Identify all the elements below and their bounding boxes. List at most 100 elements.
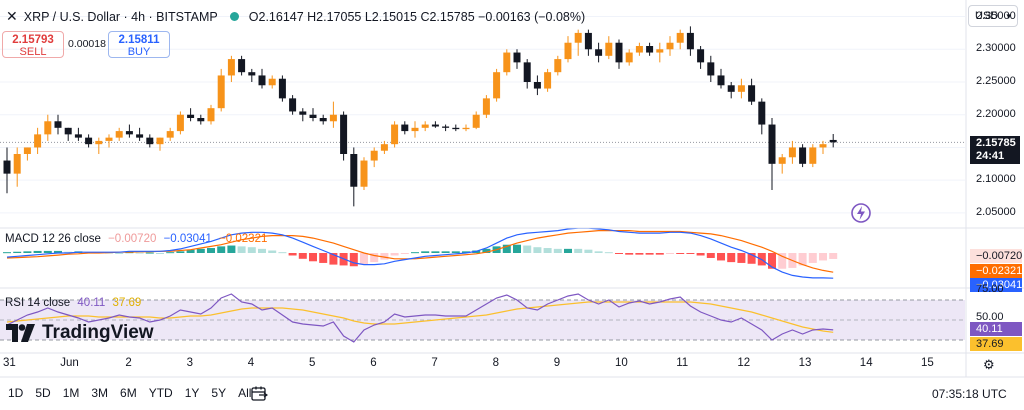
candle-body xyxy=(207,108,215,122)
time-tick-label: 7 xyxy=(431,357,438,369)
candle-body xyxy=(54,121,62,128)
gear-icon[interactable]: ⚙ xyxy=(983,357,995,372)
calendar-range-icon[interactable] xyxy=(250,385,269,408)
candle-body xyxy=(197,118,205,122)
macd-histogram-bar xyxy=(798,253,807,266)
price-tick-label: 2.30000 xyxy=(976,42,1016,55)
candle-body xyxy=(34,134,42,148)
grid-lines xyxy=(0,16,965,214)
macd-signal-tag: −0.02321 xyxy=(970,264,1022,278)
timeframe-button-5y[interactable]: 5Y xyxy=(211,386,227,400)
macd-histogram-bar xyxy=(737,253,746,263)
symbol-title[interactable]: XRP / U.S. Dollar · 4h · BITSTAMP xyxy=(23,9,218,24)
price-tick-label: 2.10000 xyxy=(976,173,1016,186)
macd-histogram-bar xyxy=(533,247,542,253)
macd-histogram-bar xyxy=(543,248,552,253)
utc-clock[interactable]: 07:35:18 UTC xyxy=(932,387,1007,401)
lightning-icon[interactable] xyxy=(850,202,872,229)
macd-hist-value: −0.00720 xyxy=(108,233,157,245)
macd-line-tag: −0.03041 xyxy=(970,278,1022,292)
candle-body xyxy=(625,52,633,63)
macd-histogram-bar xyxy=(64,251,73,253)
symbol-legend[interactable]: ✕ XRP / U.S. Dollar · 4h · BITSTAMP O2.1… xyxy=(6,8,585,25)
buy-label: BUY xyxy=(127,46,151,58)
macd-histogram-bar xyxy=(319,253,328,263)
time-tick-label: Jun xyxy=(60,357,79,369)
candle-body xyxy=(340,114,348,154)
candle-body xyxy=(166,131,174,138)
timeframe-button-6m[interactable]: 6M xyxy=(120,386,137,400)
macd-histogram-bar xyxy=(237,246,246,253)
candle-body xyxy=(238,59,246,73)
timeframe-button-1y[interactable]: 1Y xyxy=(184,386,200,400)
tradingview-logo[interactable]: TradingView xyxy=(6,322,154,344)
candle-body xyxy=(278,78,286,99)
candle-body xyxy=(737,85,745,92)
macd-histogram-bar xyxy=(349,253,358,267)
candle-body xyxy=(615,42,623,63)
sell-button[interactable]: 2.15793 SELL xyxy=(2,31,64,58)
candle-body xyxy=(605,42,613,56)
timeframe-button-3m[interactable]: 3M xyxy=(91,386,109,400)
macd-histogram-bar xyxy=(513,244,521,253)
currency-select[interactable]: USD ▾ xyxy=(968,5,1018,27)
collapse-icon[interactable]: ✕ xyxy=(6,8,18,24)
tradingview-logo-icon xyxy=(6,324,35,342)
macd-histogram-bar xyxy=(676,253,685,254)
macd-histogram-bar xyxy=(268,250,277,253)
buy-button[interactable]: 2.15811 BUY xyxy=(108,31,170,58)
candle-body xyxy=(13,154,21,174)
spread-value: 0.00018 xyxy=(68,38,106,50)
pane-separators xyxy=(0,0,1024,378)
macd-histogram-bar xyxy=(441,251,450,253)
macd-histogram-bar xyxy=(207,248,215,253)
candle-body xyxy=(564,42,572,60)
candle-body xyxy=(44,121,52,135)
macd-histogram-bar xyxy=(390,253,399,256)
timeframe-button-5d[interactable]: 5D xyxy=(35,386,51,400)
candle-body xyxy=(452,127,460,130)
macd-histogram-bar xyxy=(33,250,42,253)
macd-histogram-bar xyxy=(829,253,838,259)
macd-hist-tag: −0.00720 xyxy=(970,249,1022,263)
time-tick-label: 8 xyxy=(492,357,499,369)
candle-body xyxy=(268,78,276,86)
macd-histogram-bar xyxy=(727,253,736,263)
candle-body xyxy=(3,160,11,174)
candle-body xyxy=(707,62,715,76)
rsi-pane xyxy=(0,293,965,343)
candle-body xyxy=(258,75,266,86)
macd-histogram-bar xyxy=(217,246,226,253)
candle-body xyxy=(95,140,103,145)
macd-histogram-bar xyxy=(3,252,11,254)
candle-body xyxy=(146,137,154,145)
time-tick-label: 12 xyxy=(737,357,751,369)
macd-histogram-bar xyxy=(655,253,664,255)
candle-body xyxy=(156,137,164,145)
rsi-legend[interactable]: RSI 14 close 40.11 37.69 xyxy=(5,297,141,309)
timeframe-button-1d[interactable]: 1D xyxy=(8,386,24,400)
candle-body xyxy=(697,49,705,63)
candle-body xyxy=(768,124,776,164)
time-tick-label: 14 xyxy=(859,357,873,369)
sell-label: SELL xyxy=(19,46,47,58)
candle-body xyxy=(136,134,144,138)
macd-legend[interactable]: MACD 12 26 close −0.00720 −0.03041 −0.02… xyxy=(5,233,267,245)
candle-body xyxy=(401,124,409,132)
macd-histogram-bar xyxy=(54,250,62,253)
macd-histogram-bar xyxy=(462,251,470,253)
candle-body xyxy=(533,82,541,89)
macd-histogram-bar xyxy=(166,252,175,254)
macd-histogram-bar xyxy=(186,249,195,253)
time-tick-label: 13 xyxy=(798,357,812,369)
timeframe-button-ytd[interactable]: YTD xyxy=(148,386,173,400)
macd-histogram-bar xyxy=(768,253,776,269)
timeframe-button-1m[interactable]: 1M xyxy=(62,386,80,400)
rsi-value: 40.11 xyxy=(77,297,106,309)
candle-body xyxy=(380,144,388,151)
rsi-line xyxy=(6,293,834,343)
candle-body xyxy=(248,72,256,76)
time-tick-label: 10 xyxy=(615,357,628,369)
timeframe-button-all[interactable]: All xyxy=(238,386,252,400)
